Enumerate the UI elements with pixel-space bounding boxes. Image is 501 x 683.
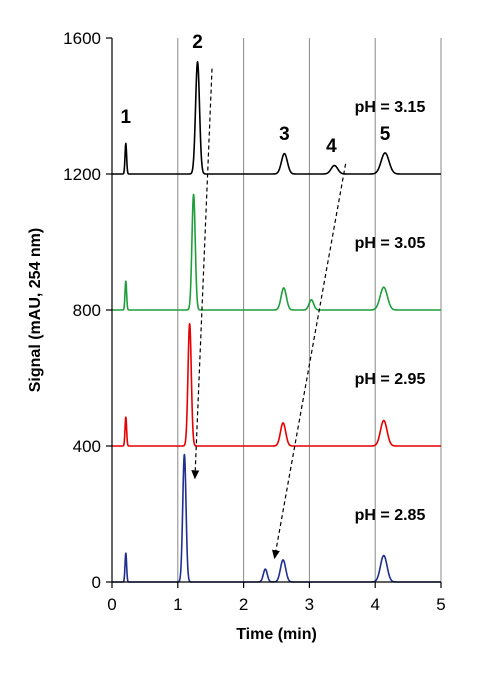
series-traces bbox=[111, 60, 442, 583]
series-label-1: pH = 3.05 bbox=[355, 235, 426, 252]
x-tick-label: 1 bbox=[173, 595, 182, 614]
x-axis-title: Time (min) bbox=[236, 626, 317, 643]
y-tick-label: 0 bbox=[92, 573, 101, 592]
series-line-2 bbox=[111, 322, 442, 447]
series-label-3: pH = 2.85 bbox=[355, 507, 426, 524]
annotations: pH = 3.15 pH = 3.05 pH = 2.95 pH = 2.85 1 2 3 4… bbox=[121, 32, 426, 560]
shift-arrow-1 bbox=[272, 163, 347, 560]
y-tick-label: 1200 bbox=[63, 165, 101, 184]
x-tick-label: 5 bbox=[436, 595, 445, 614]
peak-number-label: 4 bbox=[326, 136, 337, 157]
axes: 0 400 800 1200 1600 0 1 2 3 4 5 Time (min) Signal (m… bbox=[27, 29, 446, 643]
series-line-1 bbox=[111, 193, 442, 311]
peak-number-label: 2 bbox=[192, 32, 203, 53]
x-tick-label: 4 bbox=[370, 595, 379, 614]
peak-number-label: 1 bbox=[121, 107, 132, 128]
y-tick-label: 800 bbox=[73, 301, 101, 320]
peak-number-label: 5 bbox=[380, 124, 391, 145]
series-label-2: pH = 2.95 bbox=[355, 371, 426, 388]
peak-number-label: 3 bbox=[279, 124, 290, 145]
x-tick-label: 2 bbox=[239, 595, 248, 614]
series-line-0 bbox=[111, 60, 442, 175]
series-label-0: pH = 3.15 bbox=[355, 99, 426, 116]
y-axis-title: Signal (mAU, 254 nm) bbox=[27, 228, 44, 392]
x-tick-label: 3 bbox=[305, 595, 314, 614]
y-tick-label: 400 bbox=[73, 437, 101, 456]
x-tick-label: 0 bbox=[107, 595, 116, 614]
y-tick-label: 1600 bbox=[63, 29, 101, 48]
shift-arrow-0 bbox=[191, 68, 213, 480]
